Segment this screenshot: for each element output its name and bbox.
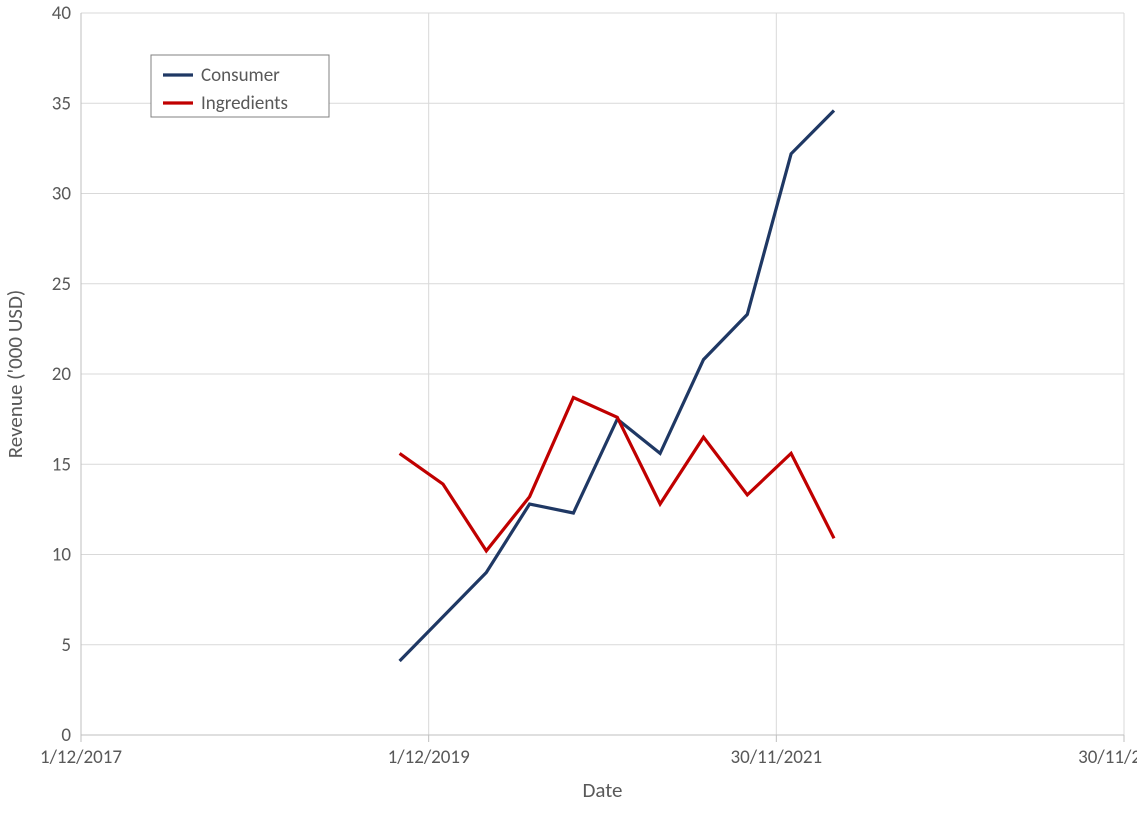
x-tick-label: 30/11/2021: [730, 746, 822, 769]
legend-label: Ingredients: [201, 92, 288, 115]
y-tick-label: 25: [52, 273, 71, 296]
x-tick-label: 1/12/2017: [40, 746, 122, 769]
y-tick-label: 5: [61, 634, 71, 657]
x-axis-label: Date: [582, 777, 622, 803]
x-tick-label: 30/11/2023: [1078, 746, 1137, 769]
chart-svg: 0 5 10 15 20 25 30 35 40 1/12/2017 1/12/2019 30/11/…: [0, 0, 1137, 826]
y-tick-label: 40: [52, 2, 72, 25]
legend-label: Consumer: [201, 64, 280, 87]
y-tick-label: 0: [61, 724, 71, 747]
y-tick-label: 15: [52, 453, 71, 476]
y-tick-label: 10: [52, 544, 72, 567]
y-tick-label: 30: [52, 183, 72, 206]
y-axis-label: Revenue ('000 USD): [2, 290, 28, 458]
y-tick-label: 20: [52, 363, 72, 386]
y-tick-label: 35: [52, 92, 71, 115]
x-tick-label: 1/12/2019: [388, 746, 470, 769]
revenue-line-chart: 0 5 10 15 20 25 30 35 40 1/12/2017 1/12/2019 30/11/…: [0, 0, 1137, 826]
